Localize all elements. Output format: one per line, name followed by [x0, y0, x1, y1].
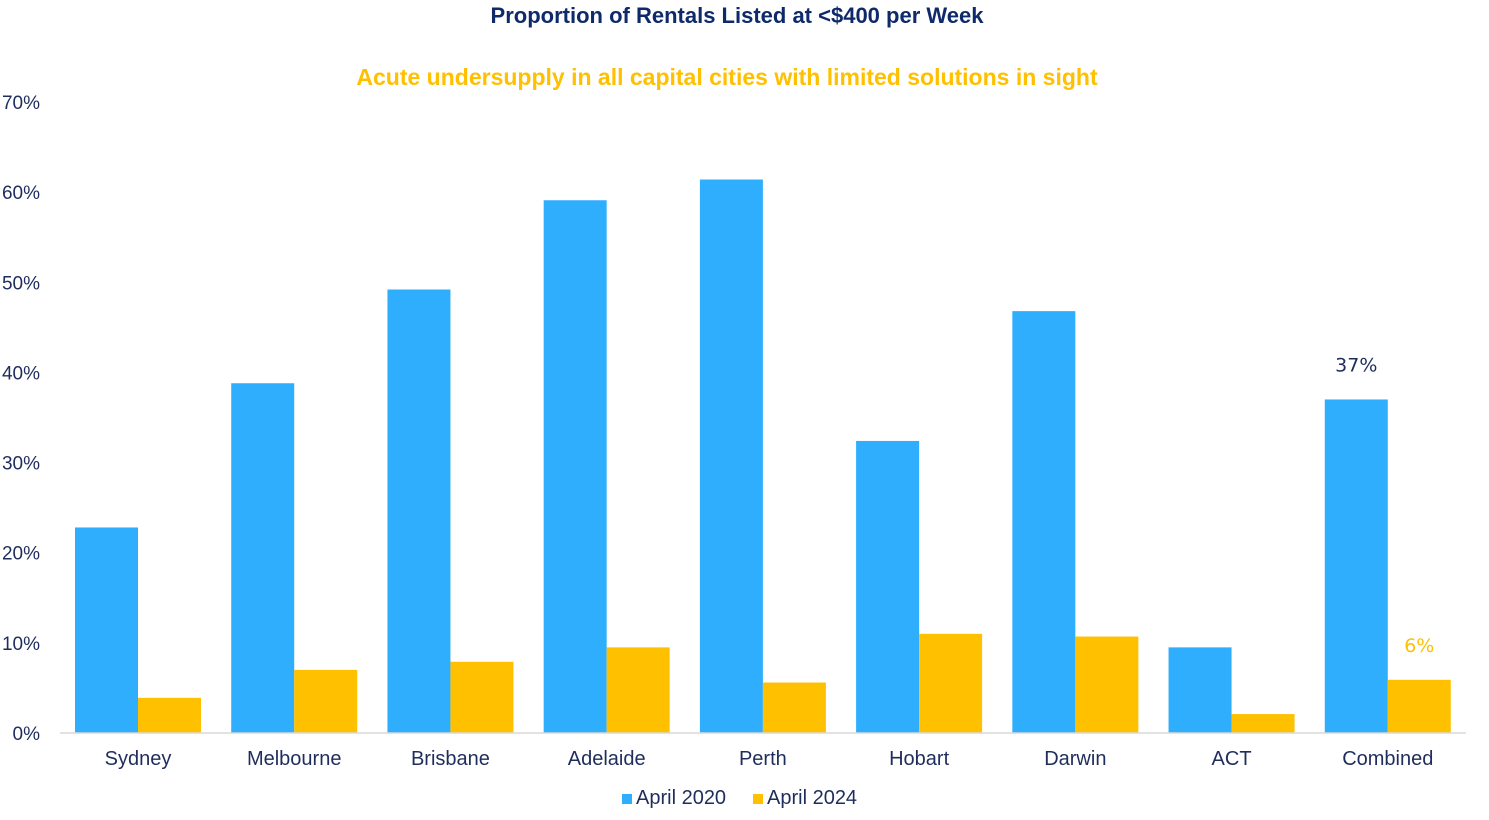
x-tick-label: Brisbane [411, 748, 490, 770]
bar-hobart-april-2020 [856, 440, 920, 733]
bar-brisbane-april-2020 [387, 289, 451, 733]
chart-subtitle: Acute undersupply in all capital cities … [356, 64, 1098, 90]
data-label: 37% [1335, 354, 1377, 376]
legend: April 2020 April 2024 [622, 787, 857, 809]
bar-melbourne-april-2024 [294, 669, 358, 733]
bar-combined-april-2024 [1387, 679, 1451, 733]
x-tick-label: Hobart [889, 748, 949, 770]
bar-adelaide-april-2020 [543, 200, 607, 733]
x-tick-label: ACT [1212, 748, 1252, 770]
bar-sydney-april-2024 [138, 697, 201, 733]
bar-adelaide-april-2024 [606, 647, 670, 733]
y-tick-label: 70% [2, 93, 40, 114]
x-tick-label: Perth [739, 748, 787, 770]
data-label: 6% [1404, 635, 1434, 657]
bar-sydney-april-2020 [75, 527, 138, 733]
y-tick-label: 20% [2, 544, 40, 565]
y-axis: 0% 10% 20% 30% 40% 50% 60% 70% [2, 93, 40, 745]
x-axis: Sydney Melbourne Brisbane Adelaide Perth Hoba… [105, 748, 1434, 770]
bar-act-april-2024 [1231, 714, 1295, 733]
y-tick-label: 0% [13, 724, 41, 745]
x-tick-label: Adelaide [568, 748, 646, 770]
bar-darwin-april-2024 [1075, 636, 1139, 733]
y-tick-label: 30% [2, 454, 40, 475]
x-tick-label: Melbourne [247, 748, 342, 770]
x-tick-label: Sydney [105, 748, 172, 770]
bars [75, 179, 1451, 734]
legend-swatch [622, 794, 632, 804]
bar-perth-april-2020 [699, 179, 763, 734]
chart-title: Proportion of Rentals Listed at <$400 pe… [491, 3, 985, 28]
y-tick-label: 40% [2, 363, 40, 384]
x-tick-label: Darwin [1044, 748, 1106, 770]
y-tick-label: 50% [2, 273, 40, 294]
legend-swatch [753, 794, 763, 804]
bar-darwin-april-2020 [1012, 311, 1076, 733]
legend-label: April 2020 [636, 787, 726, 809]
bar-melbourne-april-2020 [231, 383, 295, 733]
legend-label: April 2024 [767, 787, 857, 809]
bar-combined-april-2020 [1324, 399, 1388, 733]
data-labels: 37% 6% [1335, 354, 1434, 656]
bar-brisbane-april-2024 [450, 661, 514, 733]
bar-perth-april-2024 [762, 682, 826, 733]
y-tick-label: 10% [2, 634, 40, 655]
bar-hobart-april-2024 [919, 633, 983, 733]
bar-act-april-2020 [1168, 647, 1232, 733]
x-tick-label: Combined [1342, 748, 1433, 770]
y-tick-label: 60% [2, 183, 40, 204]
